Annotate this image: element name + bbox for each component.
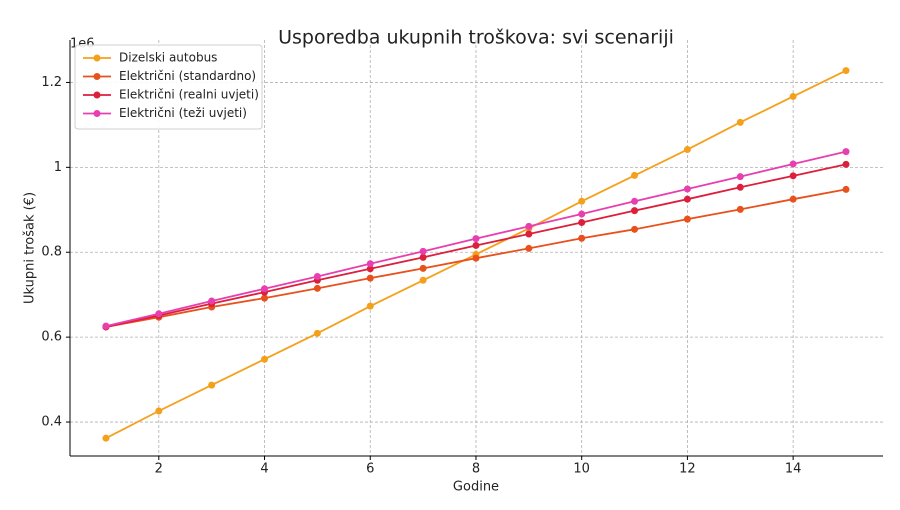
point: [313, 284, 321, 292]
y-tick-label: 1.2: [41, 75, 62, 90]
point: [155, 407, 163, 415]
y-tick-label: 0.4: [41, 415, 62, 430]
point: [419, 247, 427, 255]
point: [366, 265, 374, 273]
point: [102, 322, 110, 330]
point: [472, 241, 480, 249]
point: [578, 210, 586, 218]
point: [736, 183, 744, 191]
point: [261, 294, 269, 302]
y-tick-label: 0.6: [41, 330, 62, 345]
x-tick-label: 8: [472, 462, 480, 477]
point: [578, 197, 586, 205]
point: [683, 215, 691, 223]
legend-marker: [93, 91, 101, 99]
legend-marker: [93, 110, 101, 117]
point: [631, 225, 639, 233]
point: [366, 302, 374, 310]
x-axis-label: Godine: [453, 480, 499, 495]
y-tick-label: 1: [54, 160, 62, 175]
y-axis-label: Ukupni trošak (€): [23, 192, 38, 304]
point: [578, 219, 586, 227]
point: [313, 272, 321, 280]
point: [789, 195, 797, 203]
point: [842, 160, 850, 168]
point: [631, 197, 639, 205]
legend-box: [74, 44, 263, 130]
point: [525, 244, 533, 252]
point: [842, 148, 850, 156]
legend-label: Dizelski autobus: [119, 51, 217, 65]
point: [366, 274, 374, 282]
point: [842, 185, 850, 193]
point: [631, 171, 639, 179]
point: [261, 355, 269, 363]
point: [736, 173, 744, 181]
point: [155, 310, 163, 318]
point: [842, 67, 850, 75]
legend-label: Električni (teži uvjeti): [119, 106, 247, 120]
point: [313, 329, 321, 337]
point: [683, 195, 691, 203]
point: [208, 381, 216, 389]
point: [683, 185, 691, 193]
point: [366, 260, 374, 268]
point: [525, 222, 533, 230]
point: [683, 146, 691, 154]
x-tick-label: 6: [366, 462, 374, 477]
legend-marker: [93, 73, 101, 80]
point: [261, 285, 269, 293]
legend-label: Električni (realni uvjeti): [119, 88, 259, 102]
point: [419, 276, 427, 284]
x-tick-label: 14: [785, 462, 802, 477]
point: [789, 92, 797, 100]
point: [472, 254, 480, 262]
point: [789, 160, 797, 168]
x-tick-label: 4: [260, 462, 268, 477]
point: [736, 205, 744, 213]
point: [631, 207, 639, 215]
point: [736, 118, 744, 126]
point: [102, 434, 110, 442]
x-tick-label: 10: [573, 462, 590, 477]
point: [419, 264, 427, 272]
point: [789, 172, 797, 180]
point: [208, 297, 216, 305]
x-tick-label: 2: [155, 462, 163, 477]
y-tick-label: 0.8: [41, 245, 62, 260]
chart-title: Usporedba ukupnih troškova: svi scenarij…: [278, 27, 674, 49]
legend-marker: [93, 54, 101, 62]
point: [525, 230, 533, 238]
point: [578, 234, 586, 242]
x-tick-label: 12: [679, 462, 696, 477]
point: [419, 253, 427, 261]
point: [472, 235, 480, 243]
legend-label: Električni (standardno): [119, 69, 256, 83]
